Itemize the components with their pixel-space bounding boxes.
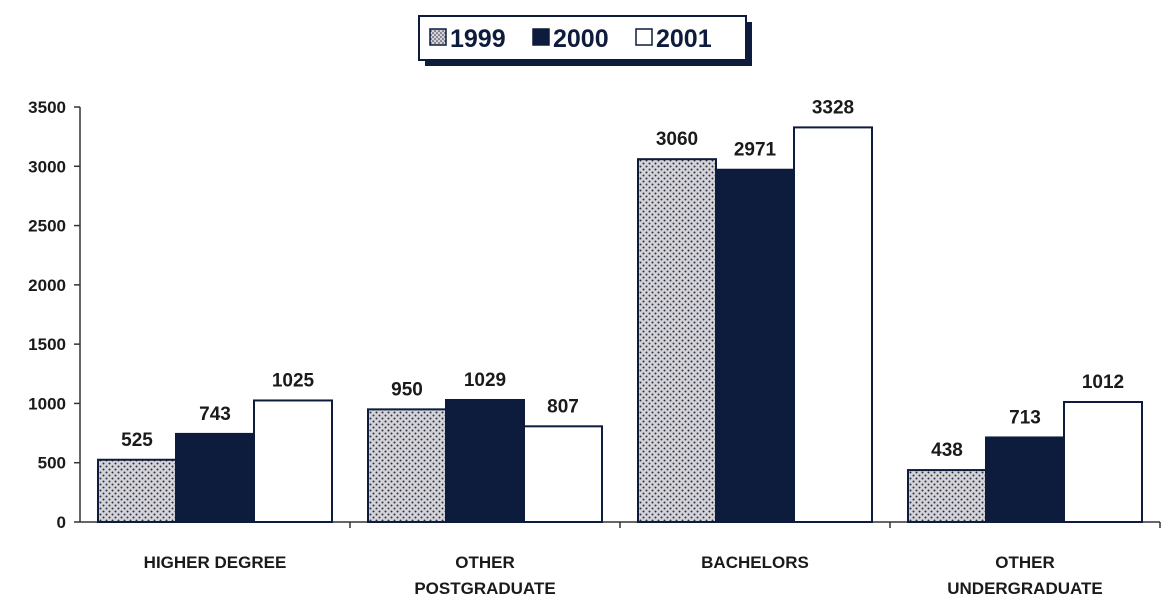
- bar-1999-2: [637, 158, 717, 524]
- data-label: 713: [1009, 407, 1041, 428]
- bar-2001-0: [253, 399, 333, 524]
- data-label: 2971: [734, 140, 777, 161]
- x-axis-labels: HIGHER DEGREE OTHER POSTGRADUATE BACHELORS O…: [144, 522, 1161, 598]
- y-tick-label: 2500: [28, 217, 66, 236]
- bar-1999-0: [97, 458, 177, 523]
- bar-2000-0: [175, 432, 255, 523]
- data-label: 525: [121, 430, 153, 451]
- data-label: 438: [931, 440, 963, 461]
- data-label: 743: [199, 404, 231, 425]
- bar-2000-1: [445, 398, 525, 523]
- data-label: 1025: [272, 370, 315, 391]
- bar-2001-2: [793, 126, 873, 523]
- data-label: 950: [391, 379, 423, 400]
- y-axis-ticks: 0 500 1000 1500 2000 2500 3000 3500: [28, 98, 80, 532]
- legend-box: [418, 15, 747, 61]
- legend-label-2000: 2000: [553, 25, 609, 53]
- y-tick-label: 1000: [28, 394, 66, 413]
- bar-2000-3: [985, 436, 1065, 523]
- x-category-label: OTHER: [455, 553, 515, 572]
- x-category-label: HIGHER DEGREE: [144, 553, 287, 572]
- data-label: 1029: [464, 370, 506, 391]
- x-category-label: POSTGRADUATE: [414, 579, 555, 598]
- bar-1999-3: [907, 469, 987, 523]
- legend-swatch-2000: [532, 28, 550, 46]
- data-label: 807: [547, 396, 579, 417]
- x-category-label: OTHER: [995, 553, 1055, 572]
- y-tick-label: 3000: [28, 157, 66, 176]
- x-category-label: BACHELORS: [701, 553, 809, 572]
- y-tick-label: 2000: [28, 276, 66, 295]
- legend-label-1999: 1999: [450, 25, 506, 53]
- legend-label-2001: 2001: [656, 25, 712, 53]
- bar-2000-2: [715, 168, 795, 524]
- legend-swatch-1999: [429, 28, 447, 46]
- bars: 525 743 1025 950 1029 807 3060 2971 3328 438 713 10…: [97, 97, 1143, 524]
- x-category-label: UNDERGRADUATE: [947, 579, 1103, 598]
- data-label: 1012: [1082, 372, 1124, 393]
- legend-swatch-2001: [635, 28, 653, 46]
- y-tick-label: 3500: [28, 98, 66, 117]
- y-tick-label: 0: [57, 513, 66, 532]
- legend: 1999 2000 2001: [418, 15, 752, 66]
- bar-2001-3: [1063, 401, 1143, 523]
- bar-1999-1: [367, 408, 447, 524]
- data-label: 3060: [656, 129, 698, 150]
- y-tick-label: 500: [38, 454, 66, 473]
- y-tick-label: 1500: [28, 335, 66, 354]
- data-label: 3328: [812, 97, 854, 118]
- bar-2001-1: [523, 425, 603, 524]
